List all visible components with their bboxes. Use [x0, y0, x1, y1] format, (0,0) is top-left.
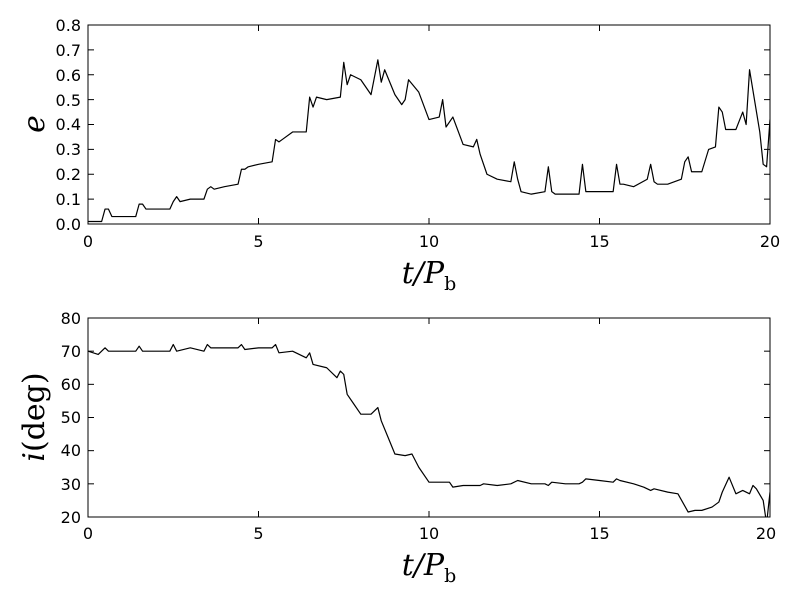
eccentricity-series	[88, 59, 770, 223]
eccentricity-panel: 0 5 10 15 20 0.0 0.1 0.2 0.3 0.4 0.5 0.6…	[17, 16, 780, 295]
y-tick-label: 60	[61, 375, 81, 394]
x-tick-label: 20	[760, 232, 780, 251]
y-axis-label-variable: i	[17, 452, 52, 462]
series-line	[88, 343, 770, 517]
y-tick-label: 0.3	[56, 140, 81, 159]
inclination-ticks	[87, 317, 771, 518]
y-tick-label: 40	[61, 441, 81, 460]
x-tick-label: 10	[419, 232, 439, 251]
eccentricity-y-axis-label: e	[17, 115, 52, 133]
y-tick-label: 0.8	[56, 16, 81, 35]
x-axis-label-main: t/P	[402, 256, 445, 291]
x-axis-label-main: t/P	[402, 548, 445, 583]
y-tick-label: 80	[61, 309, 81, 328]
x-tick-label: 0	[83, 524, 93, 543]
eccentricity-axes-frame	[87, 24, 771, 225]
inclination-series	[88, 343, 770, 517]
y-tick-label: 0.5	[56, 91, 81, 110]
inclination-panel: 0 5 10 15 20 20 30 40 50 60 70 80 t/Pb i…	[17, 309, 776, 587]
y-tick-label: 0.6	[56, 66, 81, 85]
x-tick-label: 20	[756, 524, 776, 543]
inclination-x-tick-labels: 0 5 10 15 20	[83, 524, 776, 543]
series-line	[88, 59, 770, 223]
x-axis-label-subscript: b	[444, 273, 456, 295]
y-tick-label: 50	[61, 408, 81, 427]
x-tick-label: 0	[83, 232, 93, 251]
y-axis-label-unit: (deg)	[17, 372, 52, 452]
inclination-y-axis-label: i(deg)	[17, 372, 52, 461]
x-tick-label: 15	[589, 524, 609, 543]
y-tick-label: 0.2	[56, 165, 81, 184]
y-tick-label: 0.7	[56, 41, 81, 60]
eccentricity-ticks	[87, 24, 771, 225]
x-tick-label: 10	[419, 524, 439, 543]
eccentricity-x-axis-label: t/Pb	[402, 256, 457, 295]
y-tick-label: 20	[61, 508, 81, 527]
y-tick-label: 0.1	[56, 190, 81, 209]
eccentricity-y-tick-labels: 0.0 0.1 0.2 0.3 0.4 0.5 0.6 0.7 0.8	[56, 16, 81, 234]
x-tick-label: 5	[253, 524, 263, 543]
x-tick-label: 5	[253, 232, 263, 251]
y-tick-label: 70	[61, 342, 81, 361]
y-tick-label: 30	[61, 475, 81, 494]
y-tick-label: 0.4	[56, 115, 81, 134]
y-tick-label: 0.0	[56, 215, 81, 234]
inclination-y-tick-labels: 20 30 40 50 60 70 80	[61, 309, 81, 527]
inclination-x-axis-label: t/Pb	[402, 548, 457, 587]
eccentricity-x-tick-labels: 0 5 10 15 20	[83, 232, 780, 251]
x-axis-label-subscript: b	[444, 565, 456, 587]
x-tick-label: 15	[589, 232, 609, 251]
